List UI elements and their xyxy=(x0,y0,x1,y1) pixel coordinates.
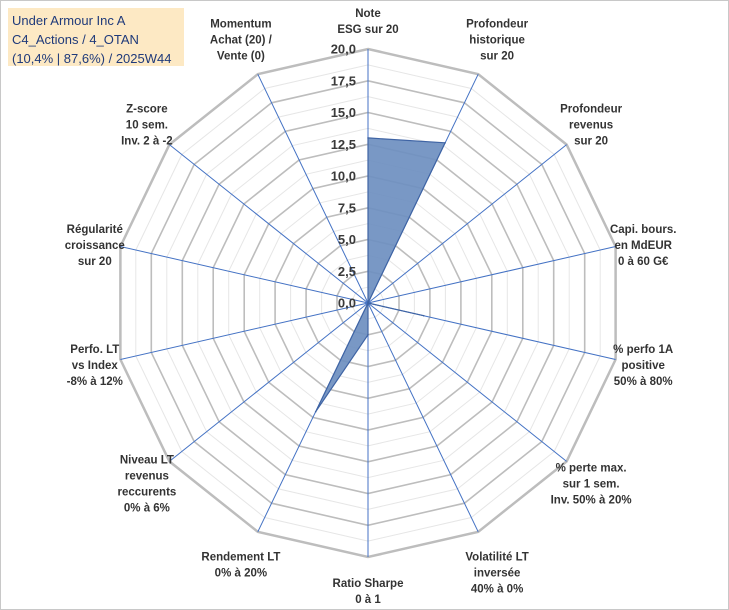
axis-label-line: 10 sem. xyxy=(126,120,168,132)
axis-label-line: Note xyxy=(355,8,381,20)
axis-spoke xyxy=(169,144,369,304)
axis-label-line: Inv. 2 à -2 xyxy=(121,136,173,148)
axis-label-line: Capi. bours. xyxy=(610,224,676,236)
series-point xyxy=(314,410,317,413)
axis-label: Profondeur historique sur 20 xyxy=(466,19,528,63)
axis-label: Ratio Sharpe 0 à 1 xyxy=(333,578,404,606)
axis-label-line: Achat (20) / xyxy=(210,35,273,47)
axis-spoke xyxy=(367,302,567,462)
axis-label: % perte max. sur 1 sem. Inv. 50% à 20% xyxy=(551,462,632,506)
axis-label: Régularité croissance sur 20 xyxy=(65,224,125,268)
title-line-3: (10,4% | 87,6%) / 2025W44 xyxy=(12,51,172,66)
axis-label-line: 0 à 1 xyxy=(355,594,381,606)
axis-label: Volatilité LT inversée 40% à 0% xyxy=(465,551,528,595)
title-line-1: Under Armour Inc A xyxy=(12,13,126,28)
axis-label: Z-score 10 sem. Inv. 2 à -2 xyxy=(121,104,173,148)
axis-label-line: Z-score xyxy=(126,104,168,116)
axis-label: Profondeur revenus sur 20 xyxy=(560,104,622,148)
axis-label-line: reccurents xyxy=(117,486,176,498)
axis-spoke xyxy=(367,144,567,304)
axis-label-line: Ratio Sharpe xyxy=(333,578,404,590)
axis-label: Niveau LT revenus reccurents 0% à 6% xyxy=(117,454,176,514)
axis-label-line: croissance xyxy=(65,240,125,252)
series-point xyxy=(367,302,369,304)
chart-title-box: Under Armour Inc A C4_Actions / 4_OTAN (… xyxy=(8,8,184,66)
tick-label: 12,5 xyxy=(331,137,356,152)
axis-label-line: Profondeur xyxy=(560,104,622,116)
axis-label-line: ESG sur 20 xyxy=(337,24,398,36)
series-layer xyxy=(314,137,446,413)
tick-label: 2,5 xyxy=(338,264,356,279)
axis-label-line: Vente (0) xyxy=(217,51,265,63)
axis-spoke xyxy=(257,73,369,304)
axis-label-line: Inv. 50% à 20% xyxy=(551,494,632,506)
axis-label-line: positive xyxy=(621,360,664,372)
axis-label-line: historique xyxy=(469,35,525,47)
axis-label-line: inversée xyxy=(474,567,521,579)
axis-label-line: Volatilité LT xyxy=(465,551,528,563)
axis-label-line: Niveau LT xyxy=(120,454,174,466)
axis-label-line: Rendement LT xyxy=(201,551,280,563)
axis-spoke xyxy=(120,302,369,360)
axis-label: Rendement LT 0% à 20% xyxy=(201,551,280,579)
axis-label-line: sur 20 xyxy=(78,256,112,268)
axis-label-line: revenus xyxy=(125,470,169,482)
label-layer: Note ESG sur 20 Profondeur historique sur 20… xyxy=(65,8,677,606)
tick-label: 17,5 xyxy=(331,73,356,88)
axis-label: % perfo 1A positive 50% à 80% xyxy=(613,344,673,388)
axis-label: Capi. bours. en MdEUR 0 à 60 G€ xyxy=(610,224,676,268)
axis-label-line: Perfo. LT xyxy=(70,344,119,356)
axis-label-line: Régularité xyxy=(67,224,123,236)
axis-label-line: 50% à 80% xyxy=(614,376,673,388)
axis-label: Note ESG sur 20 xyxy=(337,8,398,36)
axis-label: Perfo. LT vs Index -8% à 12% xyxy=(67,344,123,388)
axis-spoke xyxy=(367,246,616,304)
axis-label-line: 0% à 6% xyxy=(124,502,170,514)
axis-label-line: 0% à 20% xyxy=(215,567,267,579)
axis-label-line: -8% à 12% xyxy=(67,376,123,388)
axis-label-line: 40% à 0% xyxy=(471,583,523,595)
tick-label: 7,5 xyxy=(338,200,356,215)
axis-label-line: sur 20 xyxy=(574,136,608,148)
axis-label-line: % perte max. xyxy=(556,462,627,474)
axis-label-line: sur 1 sem. xyxy=(563,478,620,490)
tick-label: 20,0 xyxy=(331,42,356,57)
axis-label: Momentum Achat (20) / Vente (0) xyxy=(210,19,273,63)
series-point xyxy=(444,142,446,144)
axis-label-line: vs Index xyxy=(72,360,119,372)
axis-spoke xyxy=(367,302,479,533)
title-line-2: C4_Actions / 4_OTAN xyxy=(12,32,139,47)
tick-label: 0,0 xyxy=(338,296,356,311)
axis-label-line: 0 à 60 G€ xyxy=(618,256,669,268)
axis-label-line: sur 20 xyxy=(480,51,514,63)
axis-label-line: Profondeur xyxy=(466,19,528,31)
tick-label: 15,0 xyxy=(331,105,356,120)
tick-label: 10,0 xyxy=(331,169,356,184)
series-point xyxy=(422,314,425,317)
series-point xyxy=(367,334,369,336)
axis-spoke xyxy=(169,302,369,462)
tick-layer: 0,0 2,5 5,0 7,5 10,0 12,5 15,0 17,5 20,0 xyxy=(331,42,356,311)
series-point xyxy=(367,137,369,139)
axis-label-line: en MdEUR xyxy=(614,240,672,252)
axis-label-line: Momentum xyxy=(210,19,271,31)
axis-label-line: % perfo 1A xyxy=(613,344,673,356)
axis-label-line: revenus xyxy=(569,120,613,132)
axis-spoke xyxy=(120,246,369,304)
tick-label: 5,0 xyxy=(338,232,356,247)
